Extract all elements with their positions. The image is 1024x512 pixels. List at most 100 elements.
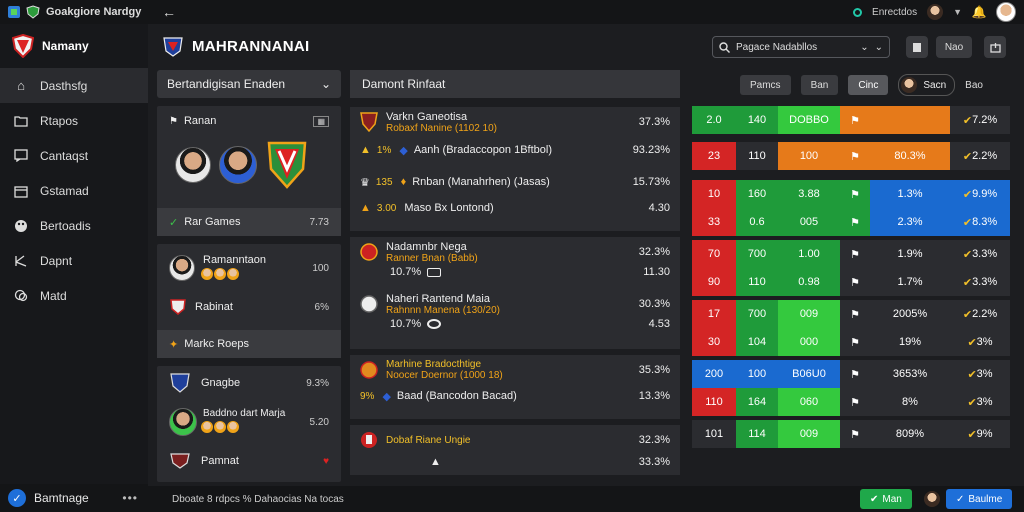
heart-icon[interactable]: ♥ xyxy=(323,455,329,467)
match-card[interactable]: Dobaf Riane Ungie 32.3% ▲ 33.3% xyxy=(350,425,680,475)
primary-label: Baulme xyxy=(968,493,1003,505)
back-arrow-icon[interactable]: ← xyxy=(162,4,176,20)
search-dropdown[interactable]: Pagace Nadabllos ⌄ ⌄ xyxy=(712,36,890,58)
sidebar-item-dashboard[interactable]: ⌂ Dasthsfg xyxy=(0,68,148,103)
club-crest-icon xyxy=(360,295,378,313)
cell-value: 114 xyxy=(748,428,766,440)
match-line-3: ♛ 135 ♦ Rnban (Manahrhen) (Jasas) 15.73% xyxy=(360,173,670,191)
eye-icon[interactable] xyxy=(427,319,442,329)
table-cell: 90 xyxy=(692,268,736,296)
filter-user[interactable]: Sacn xyxy=(898,74,956,96)
player-value: 100 xyxy=(312,262,329,274)
account-avatar[interactable] xyxy=(927,4,944,20)
table-cell: 114 xyxy=(736,420,778,448)
sidebar-footer[interactable]: ✓ Bamtnage ••• xyxy=(0,484,148,512)
table-cell: 80.3% xyxy=(870,142,950,170)
avatar[interactable] xyxy=(924,491,940,507)
player-row-2[interactable]: Rabinat 6% xyxy=(157,292,341,322)
table-row[interactable]: 10 160 3.88 ⚑ 1.3% ✔ 9.9% xyxy=(692,180,1010,208)
line-a: 3.00 xyxy=(376,202,397,214)
player-row[interactable]: Ramanntaon 100 xyxy=(157,244,341,292)
bottom-bar: Dboate 8 rdpcs % Dahaocias Na tocas ✔ Ma… xyxy=(148,486,1024,512)
primary-button[interactable]: ✓ Baulme xyxy=(946,489,1013,509)
sidebar-item-label: Cantaqst xyxy=(40,148,89,163)
match-card[interactable]: Varkn Ganeotisa Robaxf Nanine (1102 10) … xyxy=(350,107,680,231)
left-panel: Bertandigisan Enaden ⌄ ⚑ Ranan ▦ ✓ Rar G… xyxy=(157,70,341,486)
table-row[interactable]: 101 114 009 ⚑ 809% ✔ 9% xyxy=(692,420,1010,448)
line-b: Baad (Bancodon Bacad) xyxy=(396,390,517,402)
table-row[interactable]: 200 100 B06U0 ⚑ 3653% ✔ 3% xyxy=(692,360,1010,388)
third-row-1[interactable]: Gnagbe 9.3% xyxy=(157,366,341,400)
bell-icon[interactable]: 🔔 xyxy=(971,5,987,19)
match-line-2: ▲ 33.3% xyxy=(360,453,670,471)
table-row[interactable]: 30 104 000 ⚑ 19% ✔ 3% xyxy=(692,328,1010,356)
line-a: 135 xyxy=(375,176,393,188)
jersey-icon: ▲ xyxy=(430,456,441,468)
match-subtitle: Ranner Bnan (Babb) xyxy=(386,252,478,264)
sidebar-item-palette[interactable]: Bertoadis xyxy=(0,208,148,243)
table-cell: 17 xyxy=(692,300,736,328)
top-bar: Goakgiore Nardgy ← Enrectdos ▼ 🔔 xyxy=(0,0,1024,24)
player-card-strip[interactable]: ✦ Markc Roeps xyxy=(157,330,341,358)
sidebar-item-calendar[interactable]: Gstamad xyxy=(0,173,148,208)
sidebar-item-label: Dasthsfg xyxy=(40,78,88,93)
shield-small-icon: ◆ xyxy=(382,390,391,403)
cell-value: 80.3% xyxy=(894,150,926,162)
sidebar-item-chat[interactable]: Matd xyxy=(0,278,148,313)
team-card-footer[interactable]: ✓ Rar Games 7.73 xyxy=(157,208,341,236)
sidebar-item-label: Gstamad xyxy=(40,183,89,198)
more-options-icon[interactable]: ••• xyxy=(122,491,138,505)
top-bar-right: Enrectdos ▼ 🔔 xyxy=(853,2,1024,22)
left-panel-header[interactable]: Bertandigisan Enaden ⌄ xyxy=(157,70,341,98)
table-row[interactable]: 33 0.6 005 ⚑ 2.3% ✔ 8.3% xyxy=(692,208,1010,236)
cell-value: 10 xyxy=(707,188,721,200)
table-row[interactable]: 2.0 140 DOBBO ⚑ ✔ 7.2% xyxy=(692,106,1010,134)
line-pct: 33.3% xyxy=(638,456,670,468)
avatar[interactable] xyxy=(219,146,257,184)
chevron-down-icon[interactable]: ▼ xyxy=(953,7,962,17)
cell-value: 2.2% xyxy=(972,308,998,320)
sidebar-item-contacts[interactable]: Cantaqst xyxy=(0,138,148,173)
table-row[interactable]: 17 700 009 ⚑ 2005% ✔ 2.2% xyxy=(692,300,1010,328)
sidebar-item-reports[interactable]: Rtapos xyxy=(0,103,148,138)
third-row-2[interactable]: Baddno dart Marja 5.20 xyxy=(157,400,341,444)
left-panel-title: Bertandigisan Enaden xyxy=(167,77,286,91)
status-dot-icon xyxy=(853,7,863,17)
sidebar-item-dapnt[interactable]: Dapnt xyxy=(0,243,148,278)
table-row[interactable]: 70 700 1.00 ⚑ 1.9% ✔ 3.3% xyxy=(692,240,1010,268)
profile-avatar[interactable] xyxy=(996,2,1016,22)
table-cell: 100 xyxy=(736,360,778,388)
filter-user-name: Sacn xyxy=(923,79,947,91)
avatar xyxy=(169,408,197,436)
cell-value: 110 xyxy=(748,150,766,162)
cell-value: 104 xyxy=(747,336,767,348)
cell-value: 2.0 xyxy=(706,114,722,126)
player-name: Ramanntaon xyxy=(203,253,266,266)
filter-button-selected[interactable]: Cinc xyxy=(848,75,889,95)
table-row[interactable]: 23 110 100 ⚑ 80.3% ✔ 2.2% xyxy=(692,142,1010,170)
match-card[interactable]: Nadamnbr Nega Ranner Bnan (Babb) 32.3% 1… xyxy=(350,237,680,349)
match-card[interactable]: Marhine Bradocthtige Noocer Doernor (100… xyxy=(350,355,680,419)
brand[interactable]: Namany xyxy=(0,24,148,68)
filter-button[interactable]: Pamcs xyxy=(740,75,791,95)
match-title-line: Varkn Ganeotisa Robaxf Nanine (1102 10) … xyxy=(360,111,670,134)
check-icon: ✔ xyxy=(962,114,973,127)
flame-icon: ♦ xyxy=(400,176,407,188)
cell-value: 3.3% xyxy=(972,248,998,260)
check-icon: ✔ xyxy=(967,428,977,441)
table-cell: 3.88 xyxy=(778,180,840,208)
expand-icon[interactable]: ▦ xyxy=(313,115,329,127)
table-cell: 1.9% xyxy=(870,240,950,268)
filter-extra[interactable]: Bao xyxy=(965,79,983,91)
table-row[interactable]: 90 110 0.98 ⚑ 1.7% ✔ 3.3% xyxy=(692,268,1010,296)
share-button[interactable] xyxy=(984,36,1006,58)
bookmark-button[interactable] xyxy=(906,36,928,58)
confirm-button[interactable]: ✔ Man xyxy=(860,489,912,509)
flag-icon: ⚑ xyxy=(840,142,870,170)
avatar[interactable] xyxy=(175,147,211,183)
third-row-3[interactable]: Pamnat ♥ xyxy=(157,444,341,478)
table-row[interactable]: 110 164 060 ⚑ 8% ✔ 3% xyxy=(692,388,1010,416)
flag-icon: ⚑ xyxy=(840,300,870,328)
filter-button[interactable]: Ban xyxy=(800,75,839,95)
header-action-button[interactable]: Nao xyxy=(936,36,972,58)
